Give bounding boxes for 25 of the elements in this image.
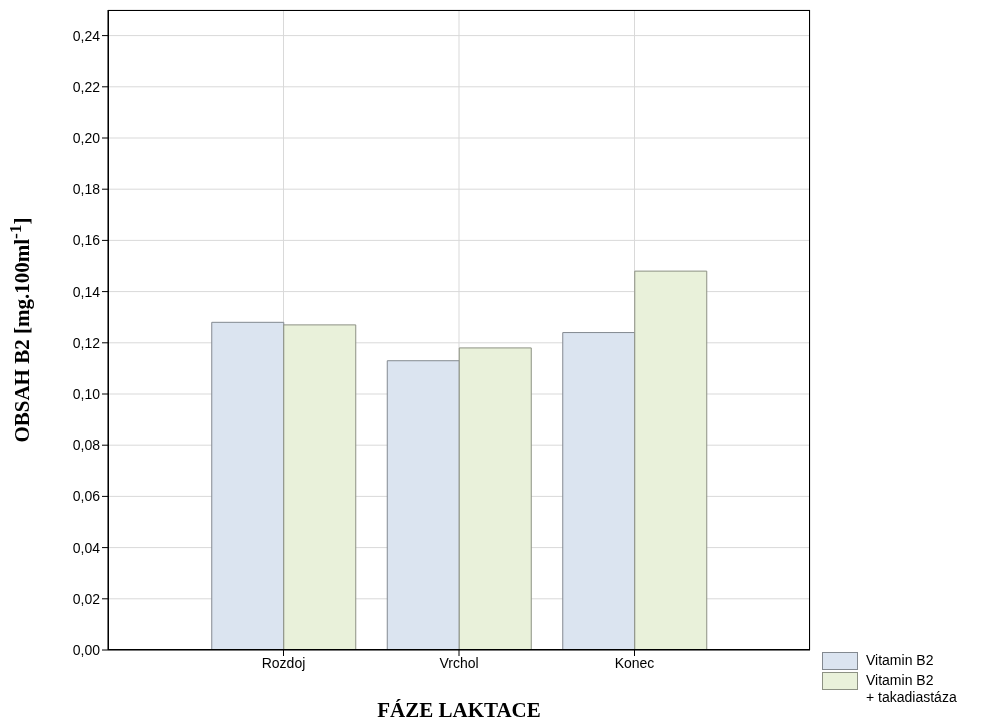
y-tick-label: 0,00 (72, 641, 101, 658)
x-tick-label: Rozdoj (261, 654, 306, 671)
x-tick-label: Konec (614, 654, 655, 671)
y-tick-label: 0,24 (72, 27, 101, 44)
y-tick-label: 0,12 (72, 334, 101, 351)
y-tick-label: 0,22 (72, 78, 101, 95)
y-tick-label: 0,10 (72, 385, 101, 402)
bar (458, 347, 532, 650)
x-tick-label: Vrchol (439, 654, 479, 671)
legend-label: Vitamin B2 + takadiastáza (866, 672, 957, 706)
y-tick-label: 0,18 (72, 181, 101, 198)
y-tick-label: 0,04 (72, 539, 101, 556)
bar (562, 332, 636, 650)
y-tick-label: 0,08 (72, 437, 101, 454)
legend-label: Vitamin B2 (866, 652, 934, 669)
bar (283, 324, 357, 650)
y-tick-label: 0,20 (72, 129, 101, 146)
bar (386, 360, 460, 650)
y-tick-label: 0,06 (72, 488, 101, 505)
x-axis-title: FÁZE LAKTACE (377, 698, 541, 723)
y-tick-label: 0,16 (72, 232, 101, 249)
y-tick-label: 0,14 (72, 283, 101, 300)
y-tick-label: 0,02 (72, 590, 101, 607)
bar (634, 270, 708, 650)
bar (211, 321, 285, 650)
